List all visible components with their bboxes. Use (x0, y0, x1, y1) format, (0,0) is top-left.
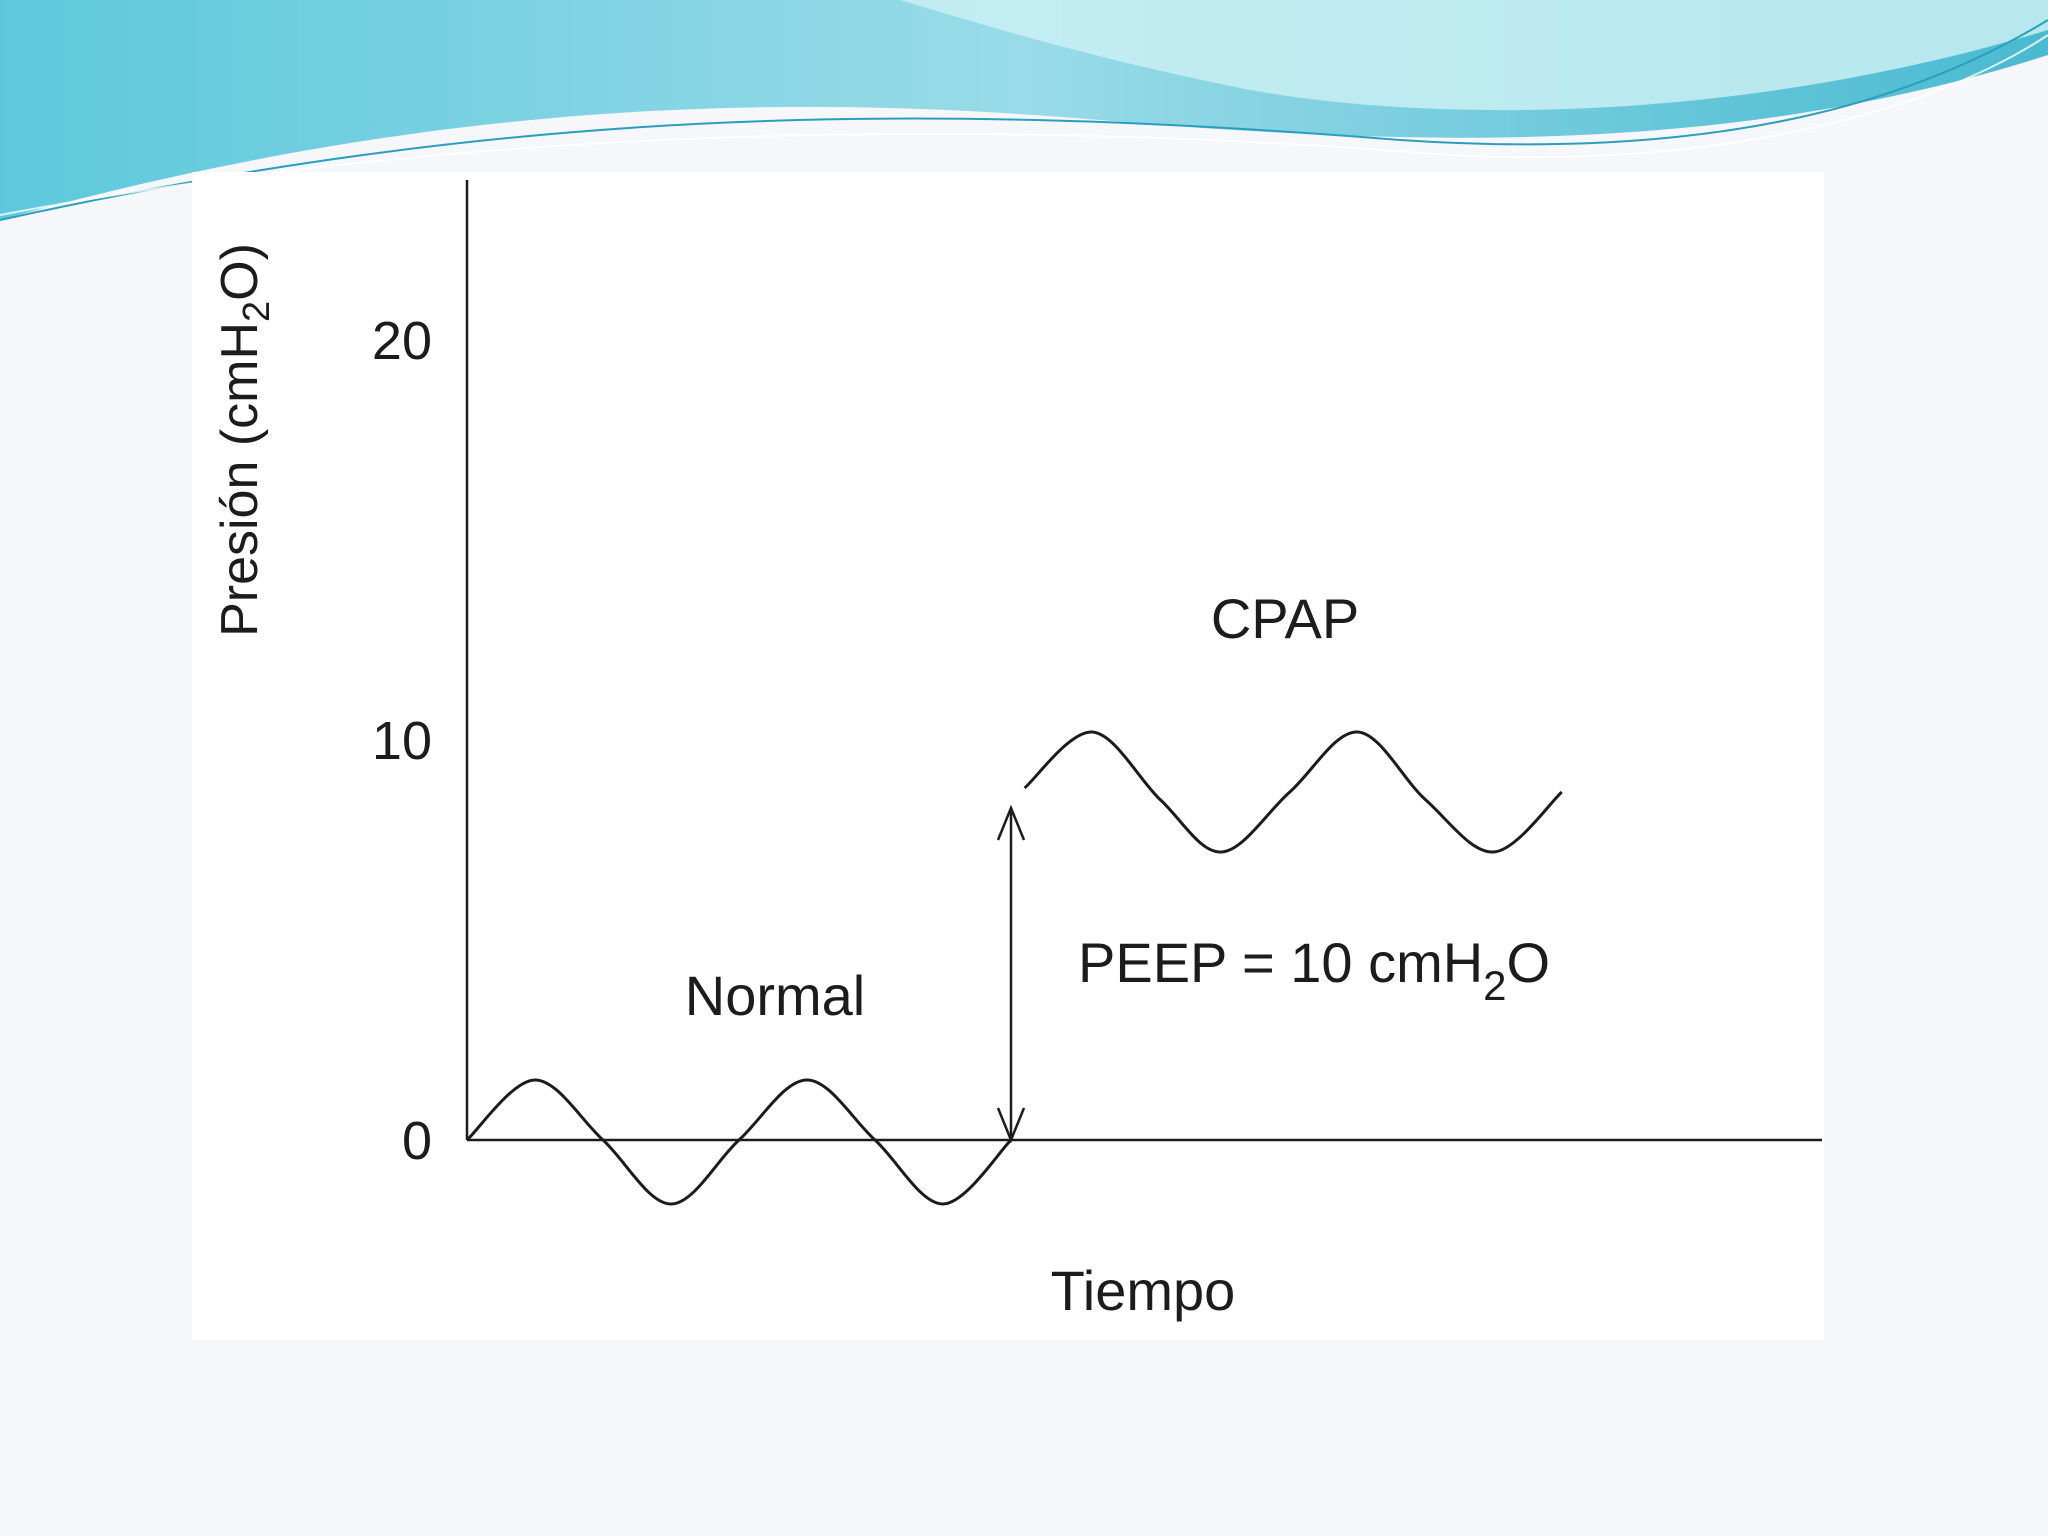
y-tick-labels: 0 10 20 (372, 311, 432, 1171)
peep-label: PEEP = 10 cmH2O (1078, 931, 1550, 1009)
peep-arrow-head-bottom (996, 1107, 1026, 1144)
chart-axes (465, 180, 1822, 1142)
x-axis-label: Tiempo (1051, 1259, 1236, 1322)
peep-arrow (996, 804, 1026, 1144)
y-tick-label: 0 (402, 1111, 432, 1171)
series-normal-line (465, 1078, 1013, 1206)
y-axis-label: Presión (cmH2O) (211, 243, 278, 637)
normal-label: Normal (685, 964, 865, 1027)
peep-arrow-head-top (996, 804, 1026, 841)
y-tick-label: 20 (372, 311, 432, 371)
banner-wave-light (900, 0, 2048, 111)
slide-header-banner (0, 0, 2048, 221)
banner-wave-line-1 (0, 19, 2048, 221)
banner-wave-line-2 (0, 34, 2048, 216)
series-cpap-line (1023, 730, 1563, 854)
y-tick-label: 10 (372, 711, 432, 771)
cpap-label: CPAP (1211, 587, 1359, 650)
